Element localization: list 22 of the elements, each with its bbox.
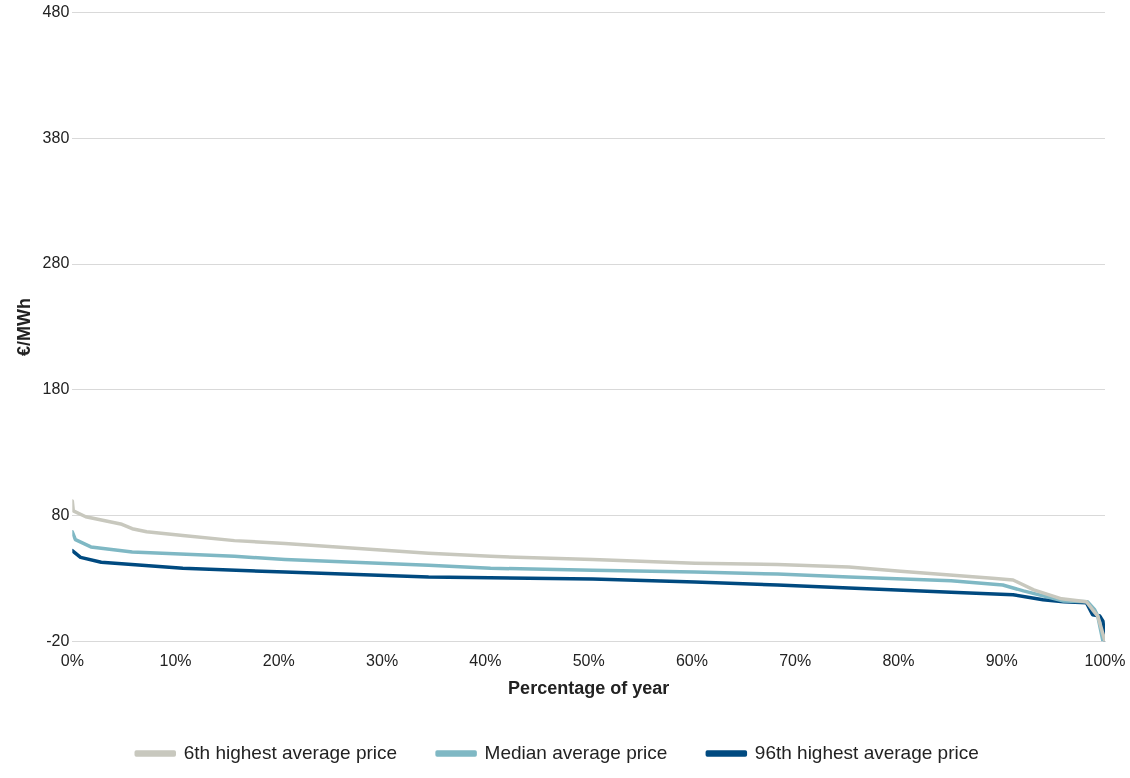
x-tick-label: 10% (159, 652, 192, 670)
y-tick-label: 480 (42, 3, 70, 21)
x-tick-label: 100% (1084, 652, 1126, 670)
x-tick-label: 70% (779, 652, 812, 670)
x-tick-label: 40% (469, 652, 502, 670)
y-axis-title: €/MWh (13, 297, 34, 356)
legend-label: 6th highest average price (183, 741, 398, 763)
y-tick-label: 180 (42, 380, 70, 398)
y-tick-label: 380 (42, 128, 70, 146)
legend-label: 96th highest average price (754, 741, 979, 763)
legend-label: Median average price (484, 741, 668, 763)
x-tick-label: 30% (366, 652, 399, 670)
y-tick-label: 80 (51, 505, 70, 523)
y-tick-label: 280 (42, 254, 70, 272)
x-tick-label: 60% (675, 652, 708, 670)
x-tick-label: 0% (60, 652, 84, 670)
x-axis-title: Percentage of year (508, 678, 670, 699)
x-tick-label: 80% (882, 652, 915, 670)
x-tick-label: 90% (985, 652, 1018, 670)
y-tick-label: -20 (46, 631, 70, 649)
x-tick-label: 50% (572, 652, 605, 670)
x-tick-label: 20% (262, 652, 295, 670)
